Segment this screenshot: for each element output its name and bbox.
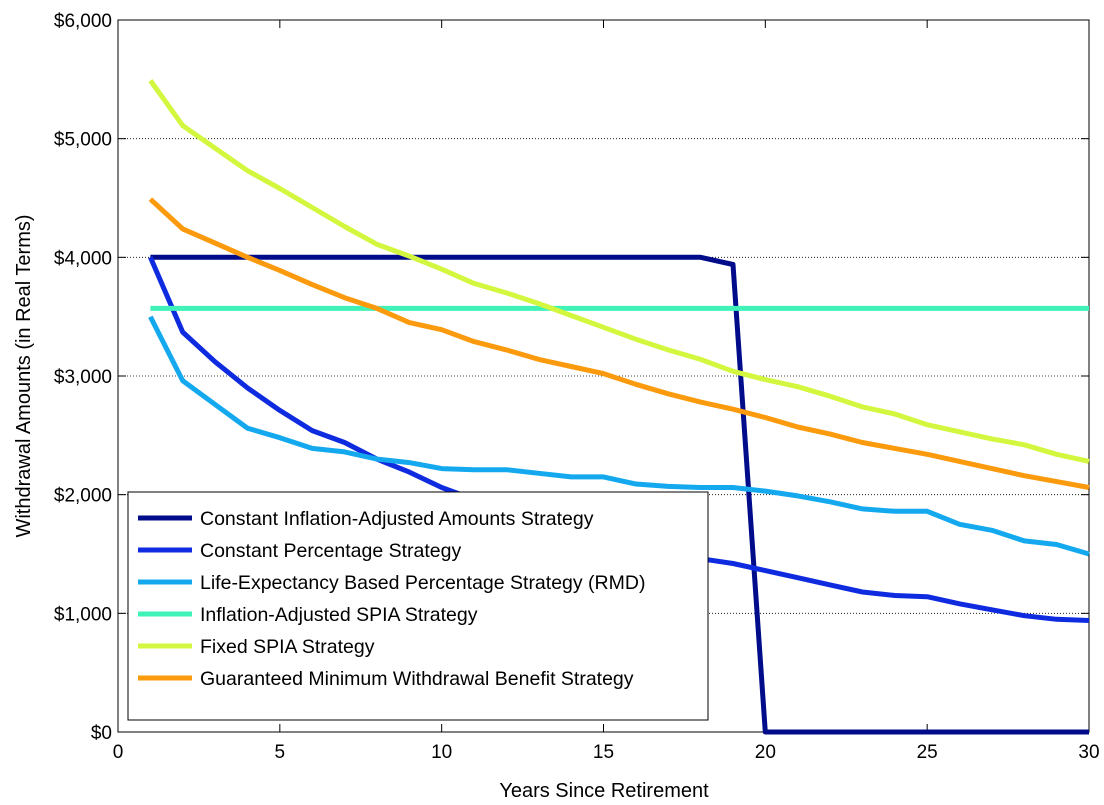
legend-label: Constant Inflation-Adjusted Amounts Stra… bbox=[200, 508, 594, 530]
x-tick-label: 0 bbox=[113, 742, 124, 763]
y-tick-label: $2,000 bbox=[54, 486, 112, 507]
legend-label: Inflation-Adjusted SPIA Strategy bbox=[200, 604, 478, 626]
x-tick-label: 15 bbox=[593, 742, 614, 763]
y-tick-label: $1,000 bbox=[54, 604, 112, 625]
legend-label: Guaranteed Minimum Withdrawal Benefit St… bbox=[200, 668, 634, 690]
x-tick-label: 10 bbox=[431, 742, 452, 763]
legend-label: Constant Percentage Strategy bbox=[200, 540, 461, 562]
axis-ticks: $0 $1,000 $2,000 $3,000 $4,000 $5,000 $6,000 0 5… bbox=[54, 11, 1100, 763]
y-axis-label: Withdrawal Amounts (in Real Terms) bbox=[13, 214, 35, 537]
y-tick-label: $0 bbox=[91, 723, 112, 744]
y-tick-label: $6,000 bbox=[54, 11, 112, 32]
legend-label: Fixed SPIA Strategy bbox=[200, 636, 375, 658]
series-line-1 bbox=[150, 254, 1089, 735]
x-axis-label: Years Since Retirement bbox=[499, 780, 709, 802]
legend: Constant Inflation-Adjusted Amounts Stra… bbox=[127, 491, 709, 721]
legend-box bbox=[127, 491, 709, 721]
y-tick-label: $4,000 bbox=[54, 248, 112, 269]
series-line-5 bbox=[148, 79, 1090, 464]
series-lines bbox=[148, 79, 1090, 735]
x-tick-label: 30 bbox=[1078, 742, 1099, 763]
series-line-6 bbox=[148, 197, 1090, 490]
x-tick-label: 25 bbox=[917, 742, 938, 763]
x-tick-label: 20 bbox=[755, 742, 776, 763]
x-tick-label: 5 bbox=[275, 742, 286, 763]
legend-label: Life-Expectancy Based Percentage Strateg… bbox=[200, 572, 645, 594]
y-tick-label: $3,000 bbox=[54, 367, 112, 388]
series-line-3 bbox=[148, 315, 1090, 557]
y-tick-label: $5,000 bbox=[54, 130, 112, 151]
